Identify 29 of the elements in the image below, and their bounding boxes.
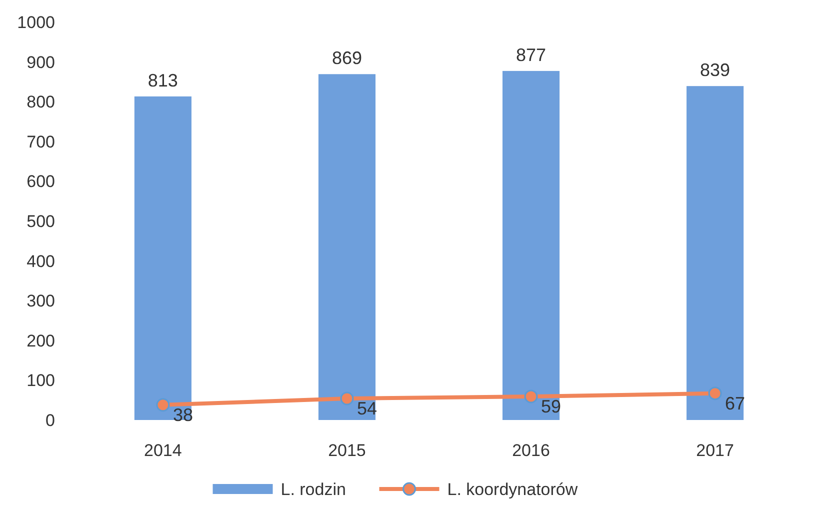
bar [318, 74, 376, 420]
data-label: 813 [148, 70, 178, 90]
point [156, 398, 170, 412]
point [524, 390, 538, 404]
point [708, 386, 722, 400]
y-tick-label: 100 [26, 371, 55, 390]
y-tick-label: 300 [26, 292, 55, 311]
legend-label: L. koordynatorów [447, 480, 578, 499]
data-label: 869 [332, 48, 362, 68]
y-tick-label: 900 [26, 52, 55, 72]
y-tick-label: 800 [26, 92, 55, 112]
x-tick-label: 2014 [144, 441, 182, 460]
y-tick-label: 600 [26, 172, 55, 192]
bar [686, 86, 744, 420]
x-tick-label: 2017 [696, 441, 734, 460]
data-label: 839 [700, 60, 730, 80]
x-tick-label: 2016 [512, 441, 550, 460]
y-tick-label: 200 [26, 331, 55, 350]
x-tick-label: 2015 [328, 441, 366, 460]
y-tick-label: 0 [46, 410, 55, 430]
y-tick-label: 1000 [17, 12, 55, 32]
y-tick-label: 700 [26, 132, 55, 152]
bar [502, 70, 560, 420]
data-label: 877 [516, 44, 546, 65]
bar [134, 96, 192, 420]
y-tick-label: 400 [26, 252, 55, 271]
legend-label: L. rodzin [280, 480, 346, 499]
point [340, 392, 354, 406]
y-tick-label: 500 [26, 212, 55, 231]
